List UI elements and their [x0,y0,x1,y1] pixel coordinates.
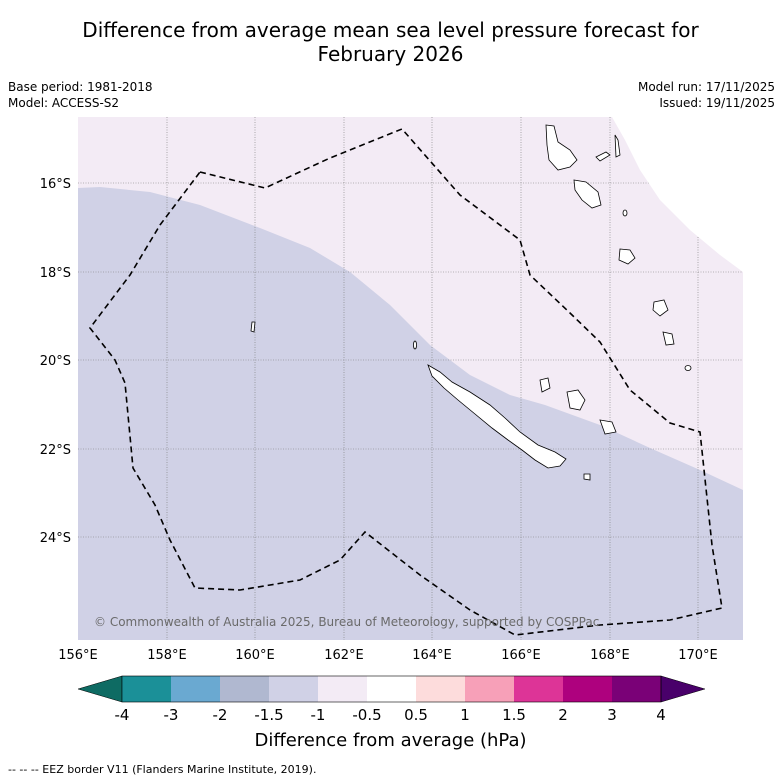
colorbar-swatch [220,676,269,702]
loyalty-lifou [566,389,586,411]
colorbar-tick-label: 2 [558,706,568,724]
title-line-2: February 2026 [317,42,464,66]
pressure-region-light-blue [78,187,743,640]
colorbar-label: Difference from average (hPa) [254,730,527,751]
colorbar-swatch [318,676,367,702]
lat-tick: 20°S [40,354,71,369]
map-area [78,117,743,640]
model-name: Model: ACCESS-S2 [8,96,120,110]
vanuatu-malekula [573,179,602,209]
lon-tick: 156°E [58,648,98,663]
vanuatu-ambae [595,151,611,162]
footer-note: -- -- -- EEZ border V11 (Flanders Marine… [8,763,317,776]
colorbar-tick-label: 1 [460,706,470,724]
graticule [78,117,743,640]
colorbar-tick-label: -0.5 [352,706,381,724]
loyalty-ouvea [539,377,551,393]
vanuatu-espiritu-santo [545,124,578,171]
lon-tick: 158°E [147,648,187,663]
lat-ticks: 16°S 18°S 20°S 22°S 24°S [40,177,71,546]
lon-tick: 164°E [412,648,452,663]
vanuatu-erromango [652,299,669,317]
coastlines [250,124,692,481]
colorbar-swatch [416,676,465,702]
colorbar-tick-label: -4 [115,706,130,724]
issued-date: Issued: 19/11/2025 [659,96,775,110]
colorbar-swatch [465,676,514,702]
lon-tick: 168°E [590,648,630,663]
colorbar-tick-label: 1.5 [502,706,526,724]
islet-b [413,340,417,350]
lon-ticks: 156°E 158°E 160°E 162°E 164°E 166°E 168°… [58,648,718,663]
meta-left: Base period: 1981-2018 Model: ACCESS-S2 [8,79,153,111]
vanuatu-tanna [662,331,675,346]
lon-tick: 160°E [235,648,275,663]
colorbar-tick-label: 3 [607,706,617,724]
isle-of-pines [583,473,591,481]
colorbar-arrow-left [77,675,123,703]
lat-tick: 24°S [40,531,71,546]
colorbar: -4 -3 -2 -1.5 -1 -0.5 0.5 1 1.5 2 3 4 [77,675,706,724]
no-data-wedge [612,117,743,272]
chesterfield-islet [250,321,256,333]
colorbar-swatch [612,676,661,702]
lat-tick: 18°S [40,266,71,281]
hunter-island [684,365,692,371]
colorbar-arrow-right [660,675,706,703]
chart-title: Difference from average mean sea level p… [0,18,781,66]
meta-right: Model run: 17/11/2025 Issued: 19/11/2025 [638,79,775,111]
lat-tick: 16°S [40,177,71,192]
lat-tick: 22°S [40,443,71,458]
colorbar-swatch [171,676,220,702]
base-period: Base period: 1981-2018 [8,80,153,94]
lon-tick: 162°E [324,648,364,663]
vanuatu-efate [618,248,636,265]
colorbar-tick-label: 0.5 [404,706,428,724]
colorbar-swatch [563,676,612,702]
colorbar-swatch [367,676,416,702]
colorbar-tick-label: -1 [311,706,326,724]
model-run: Model run: 17/11/2025 [637,80,775,94]
colorbar-swatch [122,676,171,702]
colorbar-tick-label: 4 [656,706,666,724]
new-caledonia-island [427,364,567,469]
copyright-text: © Commonwealth of Australia 2025, Bureau… [94,615,599,629]
colorbar-tick-label: -3 [164,706,179,724]
colorbar-tick-label: -2 [213,706,228,724]
loyalty-mare [599,419,617,435]
colorbar-swatch [514,676,563,702]
lon-tick: 170°E [678,648,718,663]
vanuatu-pentecost [614,134,621,158]
eez-border [88,128,723,636]
lon-tick: 166°E [501,648,541,663]
colorbar-swatch [269,676,318,702]
islet-a [622,209,628,217]
title-line-1: Difference from average mean sea level p… [82,18,699,42]
colorbar-tick-label: -1.5 [254,706,283,724]
